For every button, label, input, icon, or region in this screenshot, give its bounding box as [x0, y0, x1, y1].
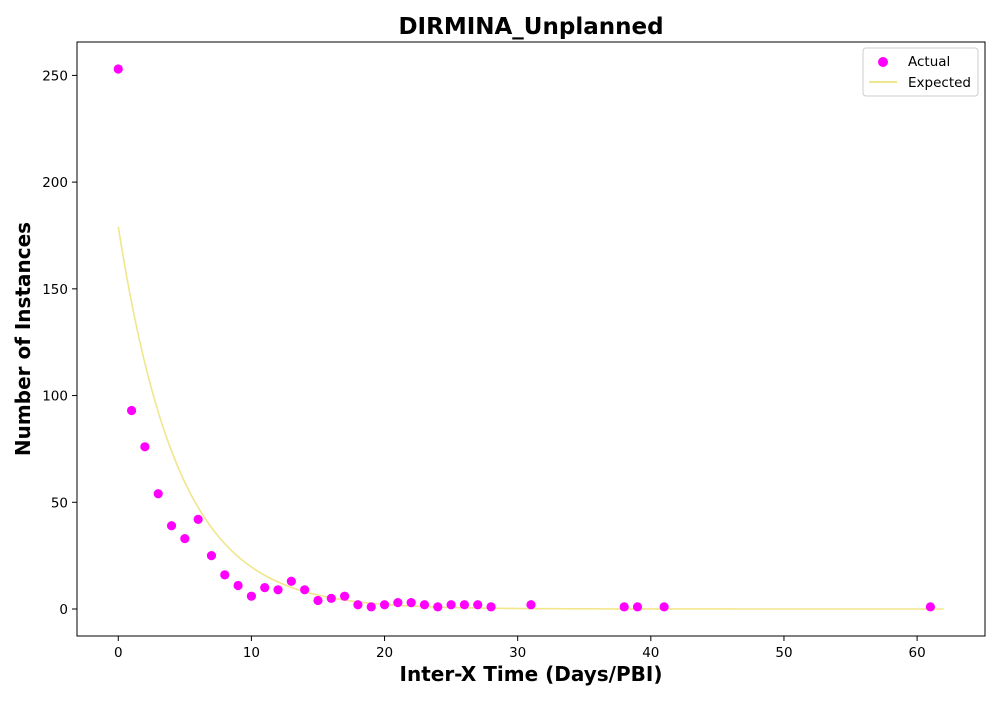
axes-frame [76, 41, 986, 637]
x-tick-label-0: 0 [114, 645, 123, 661]
legend: Actual Expected [862, 47, 979, 97]
actual-point-19 [366, 602, 376, 612]
actual-point-22 [406, 598, 416, 608]
actual-point-29 [526, 600, 536, 610]
actual-point-17 [340, 591, 350, 601]
actual-point-23 [419, 600, 430, 610]
y-tick-label-250: 250 [42, 68, 68, 84]
actual-point-5 [180, 533, 190, 544]
actual-point-16 [326, 593, 336, 603]
x-tick-label-10: 10 [243, 645, 260, 661]
x-tick-label-20: 20 [376, 645, 393, 661]
x-axis-label: Inter-X Time (Days/PBI) [400, 662, 663, 686]
x-tick-label-60: 60 [909, 645, 926, 661]
actual-point-15 [313, 595, 323, 606]
actual-point-0 [113, 64, 123, 74]
actual-point-2 [140, 442, 150, 452]
legend-expected-label: Expected [908, 75, 971, 91]
y-axis-label: Number of Instances [11, 222, 35, 456]
legend-actual-marker [878, 57, 888, 67]
x-tick-label-40: 40 [642, 645, 659, 661]
chart-title: DIRMINA_Unplanned [398, 14, 663, 40]
actual-point-30 [619, 602, 629, 612]
plot-area: 0 10 20 30 40 50 60 0 50 100 150 200 250 [42, 41, 986, 661]
actual-point-26 [459, 600, 470, 610]
actual-point-33 [925, 602, 936, 612]
actual-point-28 [486, 602, 496, 612]
actual-point-13 [286, 576, 296, 586]
actual-point-3 [153, 489, 163, 499]
x-tick-label-50: 50 [775, 645, 792, 661]
y-tick-label-200: 200 [42, 175, 68, 191]
actual-point-24 [433, 602, 443, 612]
actual-point-27 [473, 600, 483, 610]
y-tick-label-50: 50 [51, 495, 68, 511]
legend-actual-label: Actual [908, 54, 950, 70]
actual-point-14 [300, 585, 310, 595]
actual-point-8 [220, 570, 230, 580]
actual-point-18 [353, 600, 363, 610]
actual-point-11 [260, 583, 270, 593]
y-tick-label-150: 150 [42, 282, 68, 298]
actual-point-32 [659, 602, 669, 612]
actual-point-31 [632, 602, 643, 612]
y-tick-label-0: 0 [59, 602, 68, 618]
y-tick-label-100: 100 [42, 389, 68, 405]
actual-point-6 [193, 514, 203, 524]
actual-point-1 [126, 405, 137, 416]
legend-frame [862, 47, 979, 97]
actual-point-10 [246, 591, 257, 601]
actual-point-12 [273, 585, 283, 595]
actual-point-7 [206, 551, 217, 561]
x-tick-label-30: 30 [509, 645, 526, 661]
actual-point-21 [393, 598, 403, 608]
actual-point-9 [233, 580, 243, 591]
actual-point-20 [379, 600, 390, 610]
actual-point-4 [166, 521, 177, 531]
actual-point-25 [446, 600, 456, 610]
